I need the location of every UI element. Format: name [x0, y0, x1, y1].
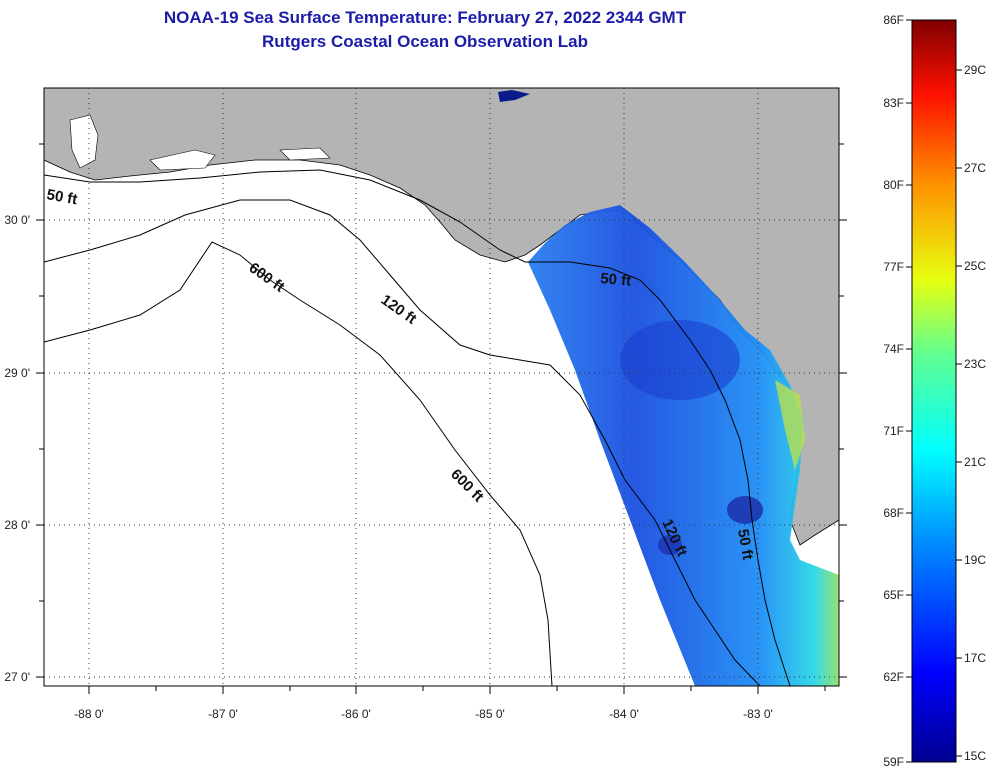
lat-label: 28 0'	[4, 518, 30, 532]
lon-label: -84 0'	[609, 707, 639, 721]
lat-label: 29 0'	[4, 366, 30, 380]
lon-label: -85 0'	[475, 707, 505, 721]
lake-seminole	[498, 90, 530, 102]
cold-spot	[658, 535, 682, 555]
cold-patch	[620, 320, 740, 400]
bay-mobile	[69, 114, 99, 169]
warm-band	[775, 380, 805, 470]
colorbar-labels-c: 29C 27C 25C 23C 21C 19C 17C 15C	[964, 63, 986, 763]
colorbar-label-f: 77F	[883, 260, 904, 274]
contour-label: 50 ft	[734, 528, 756, 561]
lon-label: -88 0'	[74, 707, 104, 721]
bay-choctaw	[279, 147, 331, 161]
lat-label: 27 0'	[4, 670, 30, 684]
colorbar-label-c: 25C	[964, 259, 986, 273]
colorbar-label-f: 65F	[883, 588, 904, 602]
colorbar-label-f: 74F	[883, 342, 904, 356]
contour-50ft	[44, 169, 791, 686]
colorbar-label-c: 29C	[964, 63, 986, 77]
bay-pensacola	[149, 149, 216, 171]
contour-120ft	[44, 199, 761, 686]
sst-swath	[528, 205, 839, 686]
lon-label: -86 0'	[341, 707, 371, 721]
colorbar-label-c: 21C	[964, 455, 986, 469]
map-frame	[43, 87, 840, 687]
colorbar-label-c: 23C	[964, 357, 986, 371]
colorbar-label-f: 83F	[883, 96, 904, 110]
cold-spot	[727, 496, 763, 524]
colorbar-label-f: 68F	[883, 506, 904, 520]
map-subtitle: Rutgers Coastal Ocean Observation Lab	[262, 32, 588, 51]
colorbar-label-f: 71F	[883, 424, 904, 438]
map-title: NOAA-19 Sea Surface Temperature: Februar…	[163, 8, 687, 27]
colorbar-labels-f: 86F 83F 80F 77F 74F 71F 68F 65F 62F 59F	[883, 13, 904, 769]
lon-label: -87 0'	[208, 707, 238, 721]
colorbar-label-c: 27C	[964, 161, 986, 175]
colorbar-label-c: 15C	[964, 749, 986, 763]
contour-label: 50 ft	[600, 270, 632, 290]
colorbar-label-c: 17C	[964, 651, 986, 665]
colorbar	[911, 19, 957, 763]
contour-label: 50 ft	[45, 186, 78, 208]
colorbar-label-f: 86F	[883, 13, 904, 27]
lon-label: -83 0'	[743, 707, 773, 721]
ticks	[36, 143, 847, 694]
colorbar-label-f: 59F	[883, 755, 904, 769]
colorbar-ticks	[906, 19, 962, 763]
colorbar-label-c: 19C	[964, 553, 986, 567]
colorbar-label-f: 80F	[883, 178, 904, 192]
lat-label: 30 0'	[4, 213, 30, 227]
contour-600ft	[44, 241, 553, 686]
colorbar-label-f: 62F	[883, 670, 904, 684]
